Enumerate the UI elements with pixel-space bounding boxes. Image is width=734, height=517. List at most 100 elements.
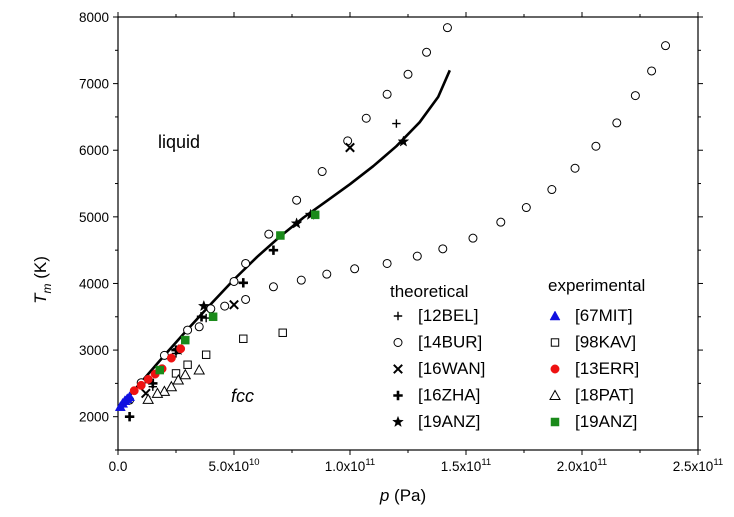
data-point-theoretical-19anz [290,217,303,229]
melting-curve-group [117,69,451,410]
data-point-theoretical-14bur [630,91,640,101]
data-point-theoretical-14bur [382,258,392,268]
data-point-theoretical-16zha [268,245,279,255]
data-point-theoretical-16wan [345,142,355,153]
legend-title-theoretical: theoretical [390,282,468,301]
data-point-theoretical-14bur [361,113,371,123]
x-tick-label: 0.0 [109,459,128,474]
y-tick-label: 2000 [79,410,109,425]
data-point-theoretical-14bur [647,66,657,76]
legend-label-experimental-19anz: [19ANZ] [575,412,637,431]
data-point-theoretical-14bur [183,325,193,335]
data-point-theoretical-16zha [124,411,135,422]
legend-marker-experimental-98kav [550,338,560,347]
x-tick-label: 1.5x1011 [441,457,491,474]
data-point-theoretical-14bur [343,136,353,146]
data-point-experimental-98kav [239,334,248,343]
x-tick-label: 5.0x1010 [208,457,259,474]
data-point-theoretical-14bur [292,195,302,205]
data-point-experimental-13err [143,374,153,384]
data-points-group [114,23,671,422]
legend-group: [12BEL] [14BUR] [16WAN] [16ZHA] [19ANZ] [67MI… [392,306,639,431]
data-point-theoretical-14bur [591,141,601,151]
data-point-experimental-19anz [276,231,285,240]
data-point-theoretical-14bur [547,185,557,195]
data-point-theoretical-14bur [468,233,478,243]
legend-marker-experimental-67mit [549,310,561,321]
data-point-theoretical-14bur [442,23,452,33]
data-point-experimental-18pat [172,374,185,385]
y-tick-label: 5000 [79,210,109,225]
data-point-experimental-19anz [155,365,165,375]
data-point-theoretical-14bur [412,251,422,261]
data-point-theoretical-14bur [264,229,274,239]
legend-label-theoretical-14bur: [14BUR] [418,333,482,352]
legend-label-theoretical-16wan: [16WAN] [418,359,485,378]
data-point-theoretical-14bur [241,294,251,304]
legend-marker-theoretical-16wan [393,364,403,374]
data-point-theoretical-19anz [397,135,410,147]
legend-label-experimental-67mit: [67MIT] [575,306,633,325]
legend-marker-experimental-18pat [549,389,561,400]
legend-title-experimental: experimental [548,276,645,295]
data-point-theoretical-14bur [322,269,332,279]
data-point-experimental-13err [129,386,139,396]
y-tick-label: 4000 [79,276,109,291]
data-point-experimental-98kav [201,350,211,359]
legend-marker-theoretical-14bur [393,338,403,347]
data-point-experimental-13err [136,380,146,390]
data-point-theoretical-14bur [438,244,448,254]
data-point-experimental-18pat [179,368,192,380]
data-point-theoretical-14bur [220,301,230,311]
legend-marker-theoretical-12bel [393,311,403,321]
legend-label-theoretical-12bel: [12BEL] [418,306,479,325]
data-point-theoretical-16wan [229,299,239,310]
data-point-experimental-18pat [193,364,206,375]
y-tick-label: 3000 [79,343,109,358]
data-point-experimental-98kav [278,328,287,337]
y-tick-label: 6000 [79,143,109,158]
data-point-theoretical-14bur [317,167,327,177]
y-axis-label: Tm (K) [31,256,54,304]
y-tick-label: 7000 [79,77,109,92]
legend-label-theoretical-19anz: [19ANZ] [418,412,480,431]
data-point-experimental-19anz [181,335,190,345]
data-point-theoretical-14bur [194,322,204,332]
data-point-experimental-18pat [142,393,155,404]
legend-marker-experimental-13err [550,364,560,374]
x-tick-label: 2.0x1011 [557,457,607,474]
data-point-experimental-98kav [171,369,181,378]
data-point-theoretical-14bur [382,89,392,99]
data-point-theoretical-19anz [197,299,210,312]
data-point-experimental-13err [176,344,186,354]
data-point-theoretical-14bur [661,41,671,51]
data-point-theoretical-14bur [268,282,278,292]
legend-label-experimental-18pat: [18PAT] [575,386,634,405]
region-label-liquid: liquid [158,132,200,152]
data-point-experimental-19anz [208,312,218,322]
data-point-theoretical-16zha [238,278,248,288]
x-tick-label: 1.0x1011 [325,457,375,474]
legend-label-theoretical-16zha: [16ZHA] [418,386,480,405]
x-tick-label: 2.5x1011 [673,457,723,474]
legend-label-experimental-13err: [13ERR] [575,359,639,378]
data-point-theoretical-14bur [350,264,360,274]
legend-marker-theoretical-19anz [392,415,404,427]
data-point-theoretical-14bur [229,276,239,286]
data-point-theoretical-14bur [422,47,432,57]
data-point-theoretical-14bur [296,275,306,285]
data-point-experimental-67mit [124,391,136,401]
data-point-experimental-19anz [310,210,320,220]
data-point-experimental-18pat [165,380,178,392]
data-point-theoretical-14bur [241,258,251,268]
region-label-fcc: fcc [231,386,254,406]
x-axis-label: p (Pa) [379,486,426,505]
data-point-theoretical-14bur [496,217,506,227]
data-point-theoretical-14bur [570,163,580,173]
legend-label-experimental-98kav: [98KAV] [575,333,636,352]
legend-marker-experimental-19anz [550,417,560,427]
data-point-theoretical-16zha [196,312,207,322]
data-point-experimental-98kav [183,360,192,369]
data-point-theoretical-14bur [403,69,413,79]
